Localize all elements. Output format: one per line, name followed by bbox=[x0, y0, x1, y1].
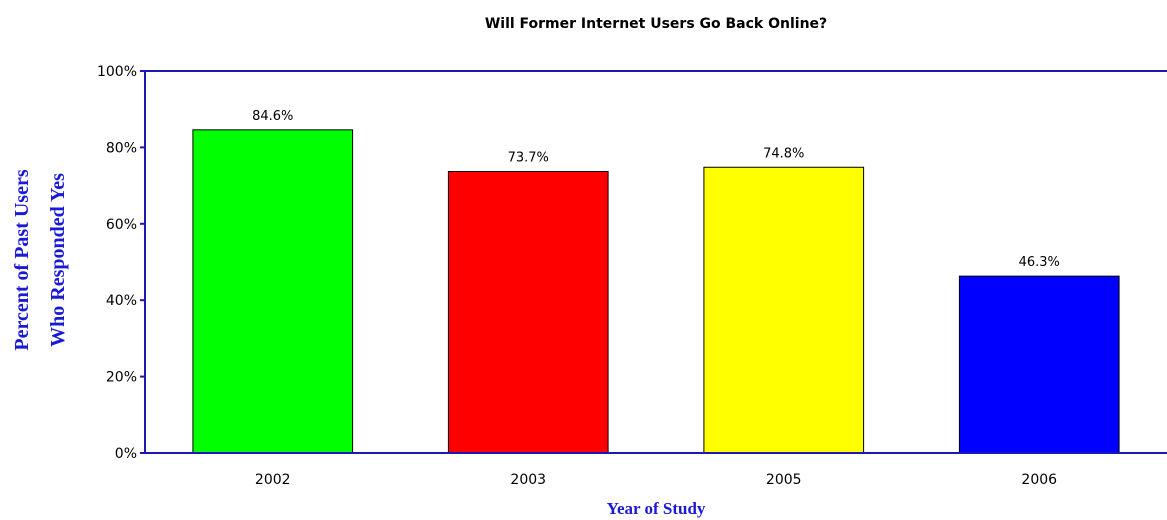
data-label-2006: 46.3% bbox=[1019, 255, 1060, 270]
data-label-2005: 74.8% bbox=[763, 146, 804, 161]
x-tick-label-2002: 2002 bbox=[255, 472, 291, 488]
bar-2003 bbox=[447, 170, 609, 454]
data-label-2003: 73.7% bbox=[508, 150, 549, 165]
chart-title: Will Former Internet Users Go Back Onlin… bbox=[484, 16, 828, 32]
x-tick-label-2006: 2006 bbox=[1021, 472, 1057, 488]
x-tick-label-2003: 2003 bbox=[510, 472, 546, 488]
bar-2002 bbox=[192, 129, 354, 454]
y-tick-label-60: 60% bbox=[106, 217, 137, 233]
axes-layer bbox=[140, 70, 1167, 454]
data-label-2002: 84.6% bbox=[252, 109, 293, 124]
y-tick-label-0: 0% bbox=[115, 446, 137, 462]
bars-layer bbox=[192, 129, 1120, 454]
y-tick-label-80: 80% bbox=[106, 140, 137, 156]
y-axis-title-line-1: Percent of Past Users bbox=[11, 169, 33, 350]
y-axis-title-line-2: Who Responded Yes bbox=[47, 173, 69, 347]
y-axis-title: Percent of Past Users Who Responded Yes bbox=[11, 169, 69, 350]
labels-layer: 84.6% 2002 73.7% 2003 74.8% 2005 46.3% 2006 0% 20… bbox=[97, 64, 1060, 488]
bar-2005 bbox=[703, 166, 865, 454]
y-tick-label-100: 100% bbox=[97, 64, 137, 80]
bar-2006 bbox=[958, 275, 1120, 454]
y-tick-label-40: 40% bbox=[106, 293, 137, 309]
x-axis-title: Year of Study bbox=[607, 499, 706, 518]
x-tick-label-2005: 2005 bbox=[766, 472, 802, 488]
y-tick-label-20: 20% bbox=[106, 370, 137, 386]
